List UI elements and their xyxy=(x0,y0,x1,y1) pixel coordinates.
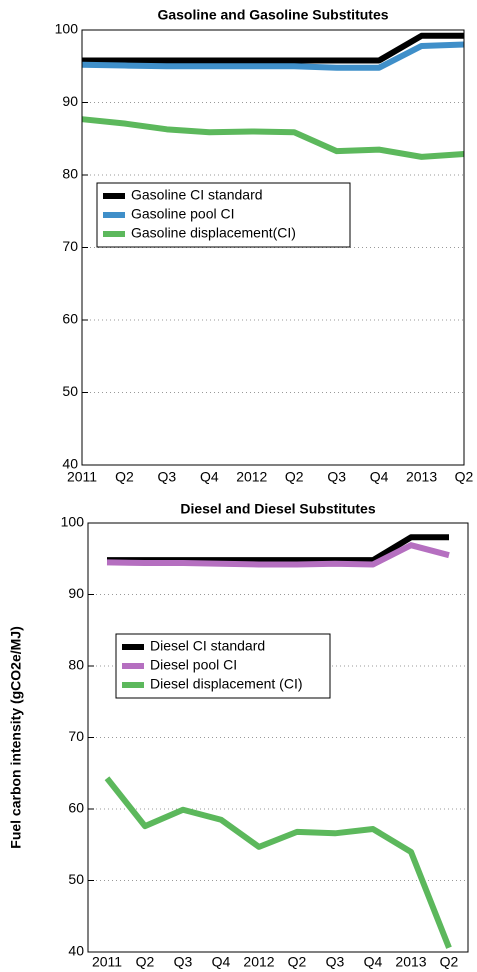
x-tick-label: Q4 xyxy=(212,954,231,970)
x-tick-label: 2013 xyxy=(395,954,426,970)
series-line xyxy=(82,32,464,64)
x-tick-label: Q3 xyxy=(327,469,346,485)
y-tick-label: 80 xyxy=(68,657,84,673)
x-tick-label: Q4 xyxy=(370,469,389,485)
legend-box xyxy=(115,633,331,699)
x-tick-label: Q2 xyxy=(285,469,304,485)
x-tick-label: Q3 xyxy=(174,954,193,970)
series-line xyxy=(106,542,450,568)
legend-label: Diesel CI standard xyxy=(150,638,265,654)
x-tick-label: Q4 xyxy=(200,469,219,485)
y-tick-label: 50 xyxy=(68,871,84,887)
x-tick-label: Q4 xyxy=(364,954,383,970)
legend-label: Gasoline CI standard xyxy=(131,187,263,203)
plot-frame xyxy=(81,29,465,466)
series-line xyxy=(81,116,465,160)
y-axis-label: Fuel carbon intensity (gCO2e/MJ) xyxy=(8,626,24,848)
y-tick-label: 80 xyxy=(62,166,78,182)
series-line xyxy=(104,776,452,949)
x-tick-label: Q2 xyxy=(115,469,134,485)
x-tick-label: Q2 xyxy=(440,954,459,970)
legend-label: Diesel pool CI xyxy=(150,657,237,673)
y-tick-label: 60 xyxy=(62,311,78,327)
y-tick-label: 70 xyxy=(62,238,78,254)
x-tick-label: Q2 xyxy=(288,954,307,970)
chart-title: Diesel and Diesel Substitutes xyxy=(180,501,375,517)
y-tick-label: 70 xyxy=(68,728,84,744)
legend-label: Gasoline displacement(CI) xyxy=(131,225,296,241)
y-tick-label: 100 xyxy=(61,514,85,530)
y-tick-label: 100 xyxy=(55,21,79,37)
plot-frame xyxy=(87,522,469,953)
x-tick-label: Q3 xyxy=(326,954,345,970)
legend-label: Gasoline pool CI xyxy=(131,206,235,222)
legend-label: Diesel displacement (CI) xyxy=(150,676,303,692)
legend-box xyxy=(96,182,351,248)
series-line xyxy=(81,41,465,71)
x-tick-label: 2013 xyxy=(406,469,437,485)
y-tick-label: 90 xyxy=(62,93,78,109)
x-tick-label: 2012 xyxy=(236,469,267,485)
x-tick-label: 2011 xyxy=(67,469,97,485)
x-tick-label: 2011 xyxy=(92,954,122,970)
x-tick-label: Q2 xyxy=(455,469,474,485)
y-tick-label: 40 xyxy=(68,943,84,959)
y-tick-label: 50 xyxy=(62,383,78,399)
chart-title: Gasoline and Gasoline Substitutes xyxy=(157,7,388,23)
x-tick-label: Q2 xyxy=(136,954,155,970)
y-tick-label: 60 xyxy=(68,800,84,816)
x-tick-label: Q3 xyxy=(158,469,177,485)
y-tick-label: 40 xyxy=(62,456,78,472)
y-tick-label: 90 xyxy=(68,585,84,601)
x-tick-label: 2012 xyxy=(243,954,274,970)
